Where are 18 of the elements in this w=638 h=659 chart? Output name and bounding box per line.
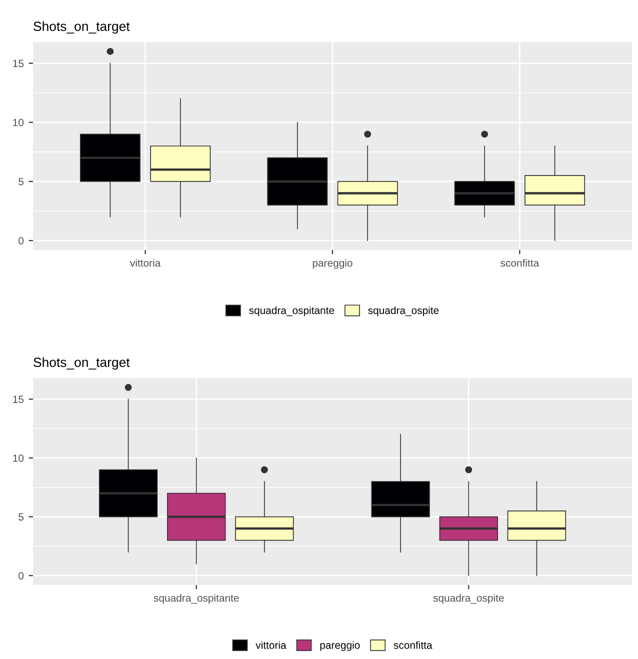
y-tick-label: 5 bbox=[18, 513, 24, 521]
y-tick-label: 0 bbox=[18, 237, 24, 244]
y-tick-label: 10 bbox=[13, 454, 24, 462]
y-tick-label: 0 bbox=[18, 572, 24, 580]
chart-title: Shots_on_target bbox=[34, 21, 130, 34]
legend-label: vittoria bbox=[256, 641, 286, 649]
y-tick-label: 15 bbox=[13, 396, 24, 404]
y-tick-label: 5 bbox=[18, 178, 24, 186]
legend-label: squadra_ospite bbox=[368, 306, 439, 316]
x-tick-label: sconfitta bbox=[500, 259, 540, 267]
legend-label: pareggio bbox=[320, 641, 360, 651]
x-tick-label: vittoria bbox=[130, 259, 161, 267]
y-tick-label: 15 bbox=[13, 60, 24, 68]
chart-title: Shots_on_target bbox=[34, 357, 130, 370]
x-tick-label: pareggio bbox=[312, 259, 352, 269]
y-tick-label: 10 bbox=[13, 118, 24, 126]
legend-label: sconfitta bbox=[394, 641, 432, 649]
legend-label: squadra_ospitante bbox=[249, 306, 334, 316]
